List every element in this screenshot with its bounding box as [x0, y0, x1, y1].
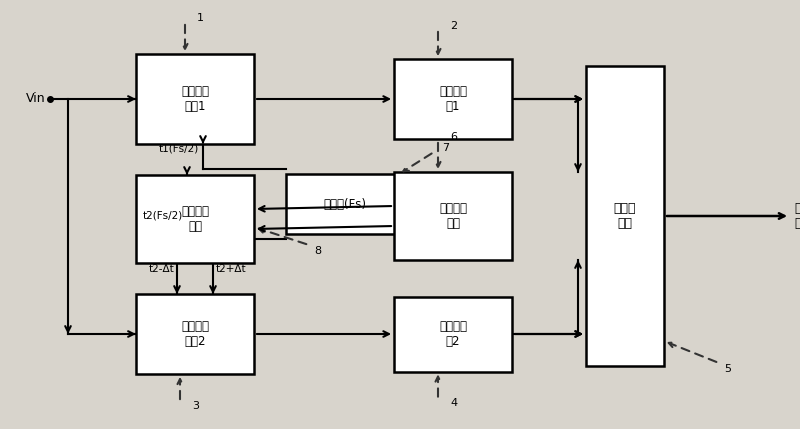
Text: 数字
输出: 数字 输出: [794, 202, 800, 230]
Text: 1: 1: [197, 13, 204, 23]
Text: 5: 5: [724, 364, 731, 374]
Text: t1(Fs/2): t1(Fs/2): [158, 143, 199, 154]
Text: 2: 2: [450, 21, 457, 31]
Text: 采样保持
电路1: 采样保持 电路1: [181, 85, 209, 113]
FancyBboxPatch shape: [394, 296, 512, 372]
Text: t2+Δt: t2+Δt: [216, 263, 246, 274]
FancyBboxPatch shape: [286, 174, 404, 234]
Text: 模数转换
器1: 模数转换 器1: [439, 85, 467, 113]
Text: 4: 4: [450, 399, 457, 408]
Text: t2(Fs/2): t2(Fs/2): [142, 210, 183, 220]
FancyBboxPatch shape: [136, 175, 254, 263]
Text: t2-Δt: t2-Δt: [148, 263, 174, 274]
Text: 3: 3: [192, 401, 199, 411]
FancyBboxPatch shape: [394, 59, 512, 139]
Text: 多路选
择器: 多路选 择器: [614, 202, 636, 230]
Text: Vin: Vin: [26, 93, 46, 106]
Text: 时钟源(Fs): 时钟源(Fs): [323, 197, 366, 211]
FancyBboxPatch shape: [136, 54, 254, 144]
FancyBboxPatch shape: [394, 172, 512, 260]
FancyBboxPatch shape: [136, 294, 254, 374]
Text: 时钟偏差
检测: 时钟偏差 检测: [439, 202, 467, 230]
Text: 采样保持
电路2: 采样保持 电路2: [181, 320, 209, 348]
Text: 时钟延迟
单元: 时钟延迟 单元: [181, 205, 209, 233]
FancyBboxPatch shape: [586, 66, 664, 366]
Text: 模数转换
器2: 模数转换 器2: [439, 320, 467, 348]
Text: 6: 6: [450, 132, 457, 142]
Text: 8: 8: [314, 246, 321, 256]
Text: 7: 7: [442, 143, 449, 153]
